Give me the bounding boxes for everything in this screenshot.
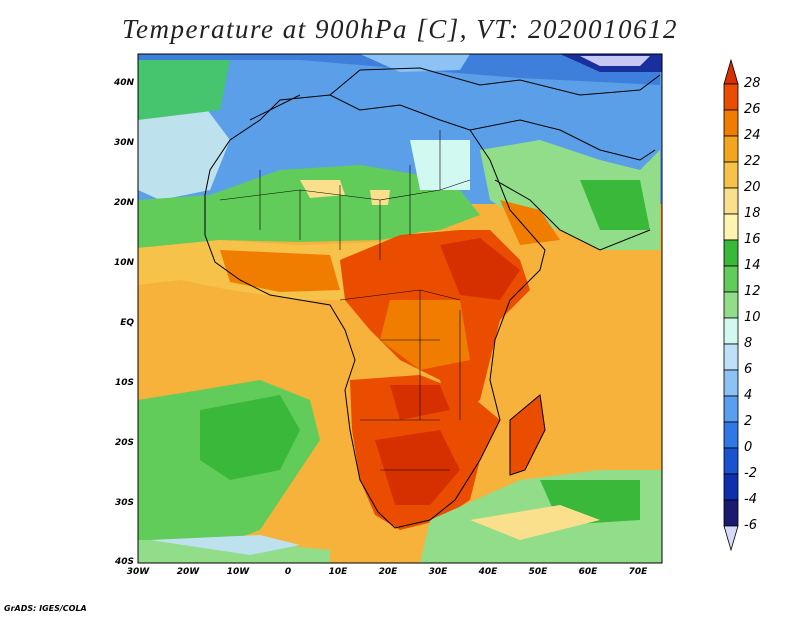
- colorbar-label: 8: [744, 336, 753, 351]
- colorbar-swatch: [723, 161, 739, 189]
- colorbar-swatch: [723, 343, 739, 371]
- lat-label: 40N: [113, 78, 134, 88]
- colorbar-label: 0: [744, 440, 753, 455]
- colorbar-top-arrow: [723, 58, 739, 85]
- lat-label: 40S: [114, 557, 134, 567]
- colorbar-label: 20: [744, 180, 761, 195]
- lon-label: 30W: [126, 567, 150, 577]
- credit-footer: GrADS: IGES/COLA: [4, 604, 87, 613]
- colorbar-swatch: [723, 369, 739, 397]
- colorbar-swatch: [723, 447, 739, 475]
- colorbar-swatch: [723, 213, 739, 241]
- colorbar-swatch: [723, 109, 739, 137]
- colorbar-swatch: [723, 265, 739, 293]
- lon-label: 0: [284, 567, 292, 577]
- colorbar-swatch: [723, 239, 739, 267]
- lon-label: 70E: [628, 567, 648, 577]
- colorbar-label: 2: [744, 414, 753, 429]
- lon-label: 10E: [328, 567, 348, 577]
- colorbar-swatch: [723, 187, 739, 215]
- colorbar-label: 16: [744, 232, 761, 247]
- chart-title: Temperature at 900hPa [C], VT: 202001061…: [121, 14, 679, 44]
- colorbar-swatch: [723, 135, 739, 163]
- sahara-band: [138, 165, 480, 248]
- lat-label: 20N: [113, 198, 134, 208]
- colorbar-label: -4: [744, 492, 757, 507]
- colorbar-label: 28: [744, 76, 761, 91]
- colorbar-swatch: [723, 395, 739, 423]
- lat-label: 10S: [114, 378, 134, 388]
- colorbar-label: -2: [744, 466, 757, 481]
- colorbar-bottom-arrow: [723, 525, 739, 552]
- colorbar-label: 18: [744, 206, 761, 221]
- lon-label: 50E: [528, 567, 548, 577]
- colorbar-label: 14: [744, 258, 761, 273]
- colorbar-label: 24: [744, 128, 761, 143]
- lat-label: 20S: [114, 438, 134, 448]
- colorbar: [723, 58, 739, 552]
- lon-label: 20E: [378, 567, 398, 577]
- lon-label: 60E: [578, 567, 598, 577]
- country-borders: [219, 130, 471, 471]
- lon-label: 10W: [226, 567, 250, 577]
- colorbar-swatch: [723, 473, 739, 501]
- lat-label: 30S: [114, 498, 134, 508]
- coastlines: [204, 67, 661, 529]
- lon-label: 20W: [176, 567, 200, 577]
- colorbar-swatch: [723, 499, 739, 527]
- lon-label: 30E: [428, 567, 448, 577]
- colorbar-label: 10: [744, 310, 761, 325]
- colorbar-swatch: [723, 83, 739, 111]
- colorbar-label: 22: [744, 154, 761, 169]
- lat-label: 30N: [113, 138, 134, 148]
- colorbar-label: 26: [744, 102, 761, 117]
- cold-atlantic-patch: [138, 100, 230, 200]
- colorbar-swatch: [723, 317, 739, 345]
- lat-label: EQ: [120, 318, 134, 328]
- colorbar-swatch: [723, 291, 739, 319]
- colorbar-label: 12: [744, 284, 761, 299]
- colorbar-label: -6: [744, 518, 757, 533]
- colorbar-swatch: [723, 421, 739, 449]
- lat-label: 10N: [113, 258, 134, 268]
- temperature-field: [138, 54, 662, 563]
- colorbar-label: 4: [744, 388, 753, 403]
- lon-label: 40E: [478, 567, 498, 577]
- colorbar-label: 6: [744, 362, 753, 377]
- madagascar-area: [510, 395, 545, 475]
- map-frame: [137, 53, 663, 564]
